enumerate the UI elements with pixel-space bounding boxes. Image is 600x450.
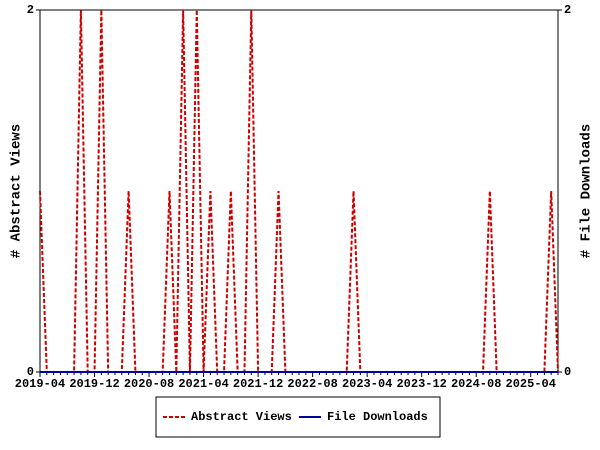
x-tick-label: 2019-12 [69, 377, 119, 391]
x-tick-label: 2021-04 [178, 377, 228, 391]
series-line [39, 9, 559, 373]
x-tick-label: 2023-04 [342, 377, 392, 391]
x-tick-label: 2019-04 [15, 377, 65, 391]
plot-frame [39, 9, 559, 373]
x-tick-label: 2023-12 [396, 377, 446, 391]
x-tick-label: 2022-08 [287, 377, 337, 391]
x-tick-label: 2024-08 [451, 377, 501, 391]
x-tick-label: 2020-08 [124, 377, 174, 391]
y-tick-label: 2 [27, 3, 34, 17]
legend-label: File Downloads [327, 410, 428, 424]
y2-axis-label: # File Downloads [579, 124, 595, 258]
y-axis-label: # Abstract Views [9, 124, 25, 258]
legend-label: Abstract Views [191, 410, 292, 424]
y-tick-label: 0 [27, 365, 34, 379]
y2-tick-label: 2 [564, 3, 571, 17]
legend-box [155, 396, 441, 438]
x-tick-label: 2021-12 [233, 377, 283, 391]
x-tick-label: 2025-04 [506, 377, 556, 391]
y2-tick-label: 0 [564, 365, 571, 379]
